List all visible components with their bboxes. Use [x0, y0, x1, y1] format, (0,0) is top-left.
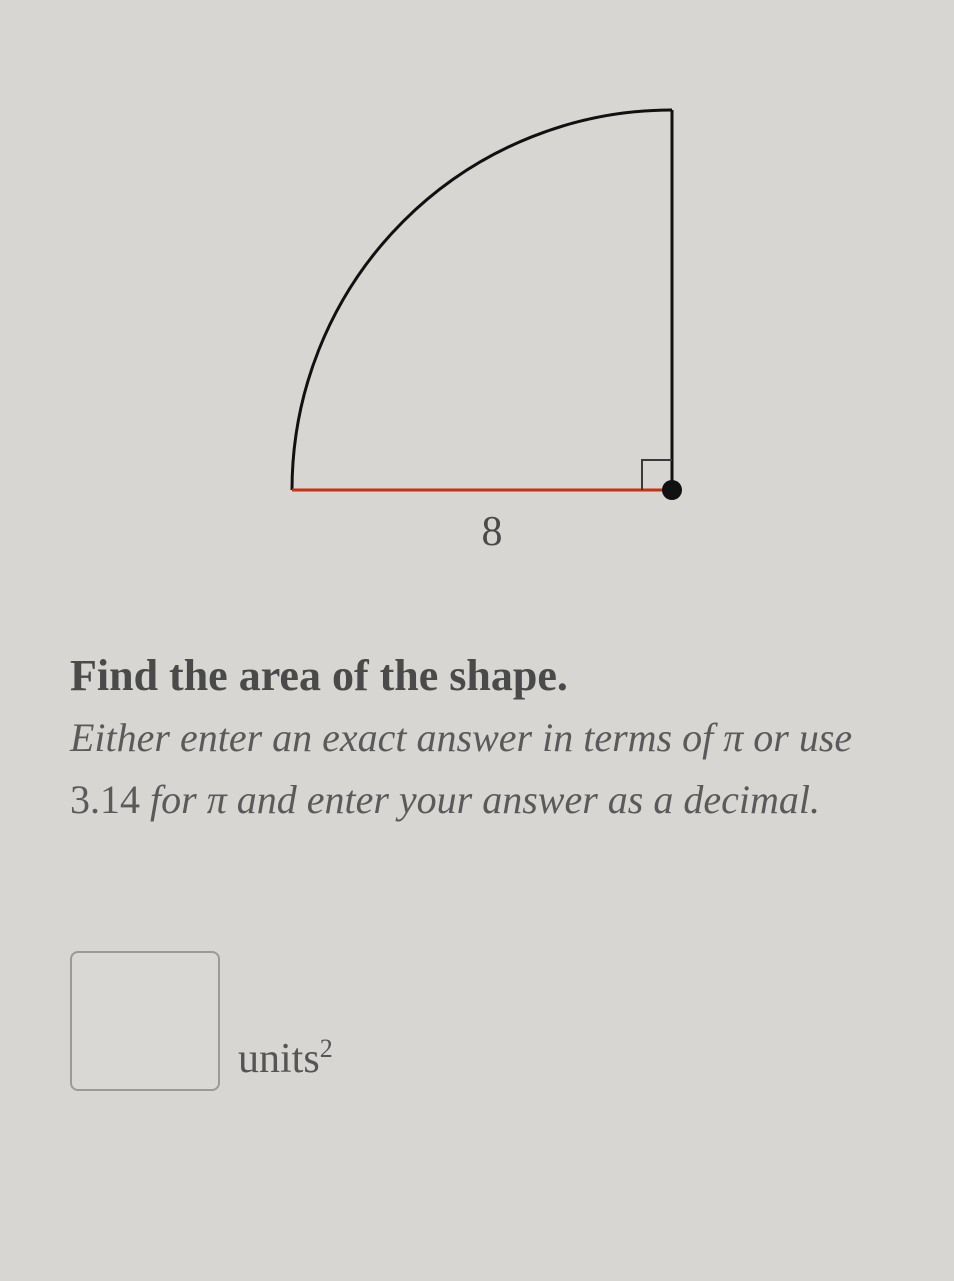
instruction-text-pre: Either enter an exact answer in terms of	[70, 715, 723, 760]
instruction-text-mid2: for	[140, 777, 207, 822]
instruction-text-mid: or use	[743, 715, 852, 760]
quarter-circle-figure: 8	[232, 40, 732, 560]
units-base: units	[238, 1036, 320, 1082]
answer-row: units2	[70, 951, 894, 1091]
worksheet-page: 8 Find the area of the shape. Either ent…	[0, 0, 954, 1281]
units-label: units2	[238, 1034, 333, 1091]
sector-arc	[292, 110, 672, 490]
radius-label: 8	[482, 509, 503, 555]
units-exponent: 2	[320, 1034, 333, 1063]
center-point	[662, 480, 682, 500]
answer-input[interactable]	[70, 951, 220, 1091]
pi-symbol-2: π	[207, 777, 227, 822]
figure-container: 8	[70, 40, 894, 560]
instruction-text-post: and enter your answer as a decimal.	[227, 777, 820, 822]
pi-symbol: π	[723, 715, 743, 760]
question-instruction: Either enter an exact answer in terms of…	[70, 707, 864, 831]
question-block: Find the area of the shape. Either enter…	[70, 650, 894, 831]
pi-approx-value: 3.14	[70, 777, 140, 822]
question-prompt: Find the area of the shape.	[70, 650, 864, 701]
